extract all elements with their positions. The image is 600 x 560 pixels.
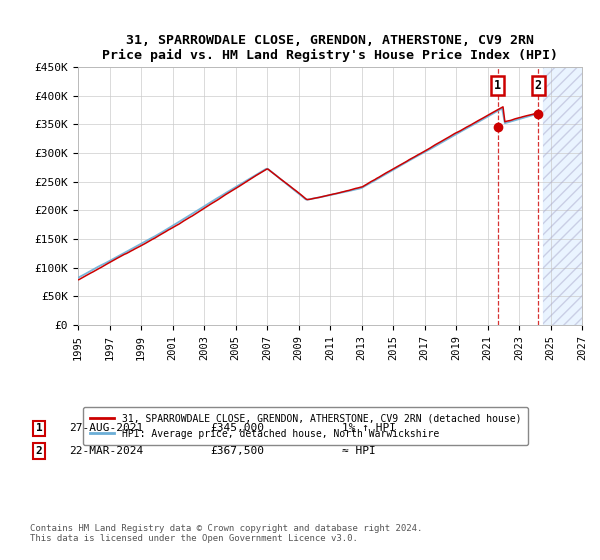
Text: £367,500: £367,500 [210, 446, 264, 456]
Legend: 31, SPARROWDALE CLOSE, GRENDON, ATHERSTONE, CV9 2RN (detached house), HPI: Avera: 31, SPARROWDALE CLOSE, GRENDON, ATHERSTO… [83, 407, 528, 445]
Text: 22-MAR-2024: 22-MAR-2024 [69, 446, 143, 456]
Text: £345,000: £345,000 [210, 423, 264, 433]
Text: 1: 1 [494, 79, 502, 92]
Text: 2: 2 [535, 79, 542, 92]
Text: 1% ↑ HPI: 1% ↑ HPI [342, 423, 396, 433]
Title: 31, SPARROWDALE CLOSE, GRENDON, ATHERSTONE, CV9 2RN
Price paid vs. HM Land Regis: 31, SPARROWDALE CLOSE, GRENDON, ATHERSTO… [102, 34, 558, 62]
Text: 2: 2 [35, 446, 43, 456]
Text: 1: 1 [35, 423, 43, 433]
Bar [542, 67, 582, 325]
Text: Contains HM Land Registry data © Crown copyright and database right 2024.
This d: Contains HM Land Registry data © Crown c… [30, 524, 422, 543]
Text: ≈ HPI: ≈ HPI [342, 446, 376, 456]
Text: 27-AUG-2021: 27-AUG-2021 [69, 423, 143, 433]
Bar [542, 67, 582, 325]
